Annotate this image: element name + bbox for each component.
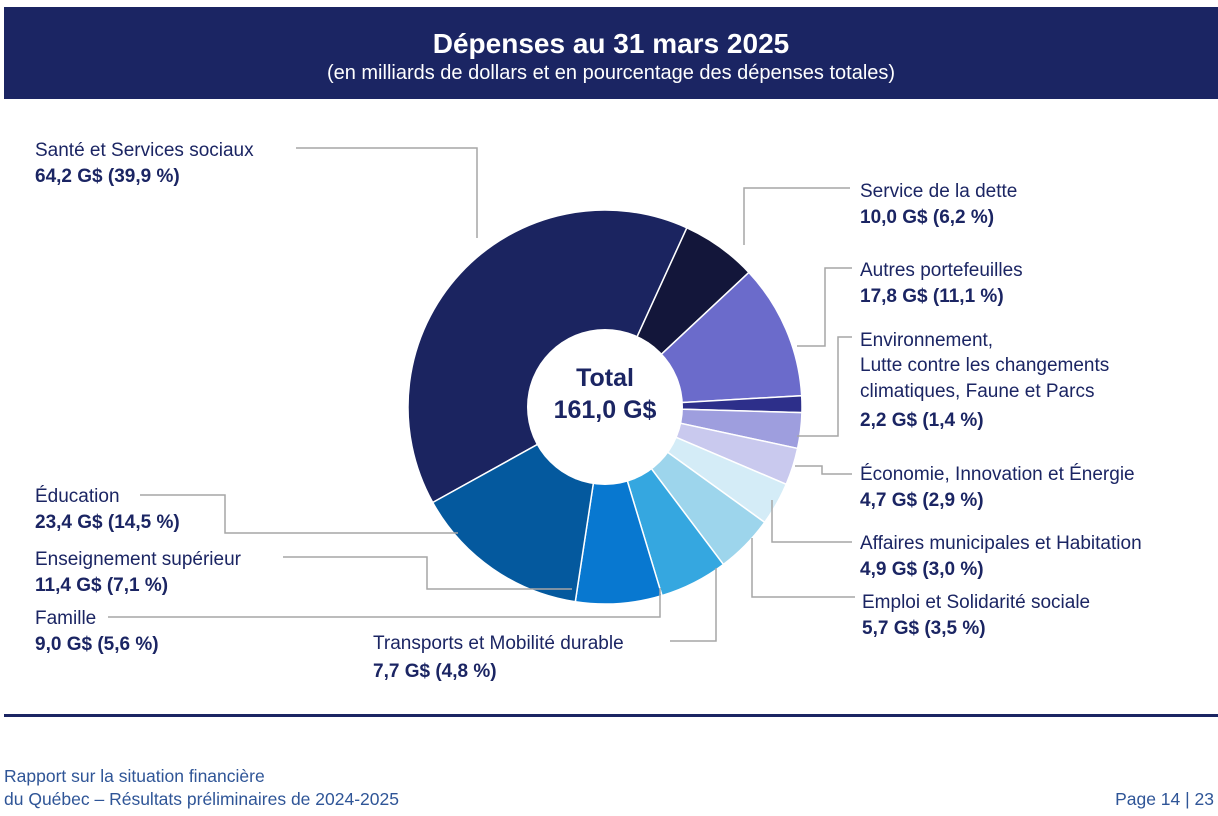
label-autres-portefeuilles: Autres portefeuilles xyxy=(860,260,1023,281)
label-service-de-la-dette: Service de la dette xyxy=(860,181,1017,202)
value-enseignement-superieur: 11,4 G$ (7,1 %) xyxy=(35,575,168,596)
value-economie-innovation-et-energie: 4,7 G$ (2,9 %) xyxy=(860,490,984,511)
leader-sante-et-services-sociaux xyxy=(296,147,478,238)
value-affaires-municipales-et-habitation: 4,9 G$ (3,0 %) xyxy=(860,559,984,580)
leader-autres-portefeuilles xyxy=(797,267,852,347)
chart-subtitle: (en milliards de dollars et en pourcenta… xyxy=(326,62,896,84)
label-sante-et-services-sociaux: Santé et Services sociaux xyxy=(35,140,254,161)
label-education: Éducation xyxy=(35,486,120,507)
label-famille: Famille xyxy=(35,608,96,629)
label-emploi-et-solidarite-sociale: Emploi et Solidarité sociale xyxy=(862,592,1090,613)
leader-famille xyxy=(108,588,661,618)
slice-labels: Santé et Services sociaux 64,2 G$ (39,9 %… xyxy=(35,140,1142,682)
leader-lines xyxy=(108,147,855,642)
value-sante-et-services-sociaux: 64,2 G$ (39,9 %) xyxy=(35,166,180,187)
footer-rule xyxy=(4,714,1218,717)
leader-environnement-lutte-contre-les-changements-climatiques-faune-et-parcs xyxy=(797,336,852,437)
value-autres-portefeuilles: 17,8 G$ (11,1 %) xyxy=(860,286,1004,307)
label-environnement-lutte-contre-les-changements-climatiques-faune-et-parcs-line3: climatiques, Faune et Parcs xyxy=(860,381,1094,402)
leader-economie-innovation-et-energie xyxy=(795,465,852,475)
leader-affaires-municipales-et-habitation xyxy=(771,500,852,543)
donut-hole xyxy=(527,329,683,485)
value-emploi-et-solidarite-sociale: 5,7 G$ (3,5 %) xyxy=(862,618,986,639)
label-environnement-lutte-contre-les-changements-climatiques-faune-et-parcs-line2: Lutte contre les changements xyxy=(860,355,1109,376)
label-affaires-municipales-et-habitation: Affaires municipales et Habitation xyxy=(860,533,1142,554)
label-transports-et-mobilite-durable: Transports et Mobilité durable xyxy=(373,633,624,654)
label-environnement-lutte-contre-les-changements-climatiques-faune-et-parcs-line1: Environnement, xyxy=(860,330,993,351)
chart-title: Dépenses au 31 mars 2025 xyxy=(432,28,790,59)
leader-transports-et-mobilite-durable xyxy=(670,568,717,642)
value-environnement-lutte-contre-les-changements-climatiques-faune-et-parcs: 2,2 G$ (1,4 %) xyxy=(860,410,984,431)
value-education: 23,4 G$ (14,5 %) xyxy=(35,512,180,533)
value-service-de-la-dette: 10,0 G$ (6,2 %) xyxy=(860,207,994,228)
page-number: Page 14 | 23 xyxy=(1115,789,1214,809)
footer-report-title: Rapport sur la situation financière du Q… xyxy=(4,765,399,811)
label-enseignement-superieur: Enseignement supérieur xyxy=(35,549,242,570)
leader-emploi-et-solidarite-sociale xyxy=(751,538,855,598)
leader-education xyxy=(140,494,458,534)
chart-header: Dépenses au 31 mars 2025 (en milliards d… xyxy=(4,7,1218,99)
value-famille: 9,0 G$ (5,6 %) xyxy=(35,634,159,655)
footer-report-line1: Rapport sur la situation financière xyxy=(4,766,265,786)
leader-enseignement-superieur xyxy=(283,556,572,590)
center-label-line2: 161,0 G$ xyxy=(554,396,657,424)
center-label-line1: Total xyxy=(576,364,634,392)
leader-service-de-la-dette xyxy=(743,187,850,245)
footer-report-line2: du Québec – Résultats préliminaires de 2… xyxy=(4,789,399,809)
value-transports-et-mobilite-durable: 7,7 G$ (4,8 %) xyxy=(373,661,497,682)
label-economie-innovation-et-energie: Économie, Innovation et Énergie xyxy=(860,464,1135,485)
